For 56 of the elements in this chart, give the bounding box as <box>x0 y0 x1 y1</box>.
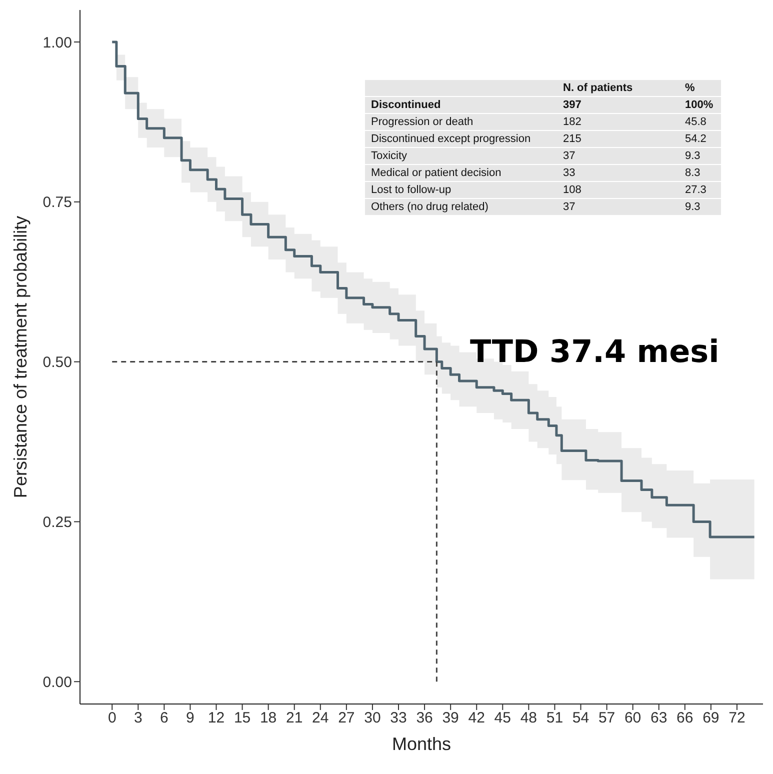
y-tick-label: 0.25 <box>42 514 72 532</box>
y-tick-label: 0.50 <box>42 354 72 372</box>
annotation: 9.3 <box>684 200 702 215</box>
annotation: Toxicity <box>370 149 408 164</box>
x-tick-label: 63 <box>650 710 668 727</box>
x-tick-label: 0 <box>108 710 116 727</box>
x-tick-label: 42 <box>468 710 485 727</box>
y-axis-title: Persistance of treatment probability <box>10 216 30 498</box>
annotation: Others (no drug related) <box>370 200 490 215</box>
x-axis-title: Months <box>392 734 452 754</box>
annotation: 33 <box>562 166 576 181</box>
x-tick-label: 30 <box>364 710 381 727</box>
annotation: N. of patients <box>562 81 634 96</box>
annotation: Discontinued except progression <box>370 132 532 147</box>
annotation: 8.3 <box>684 166 702 181</box>
x-tick-label: 60 <box>624 710 642 727</box>
x-tick-label: 51 <box>546 710 564 727</box>
x-tick-label: 18 <box>260 710 277 727</box>
annotation: 9.3 <box>684 149 702 164</box>
annotation: Progression or death <box>370 115 474 130</box>
annotation: 27.3 <box>684 183 708 198</box>
x-tick-label: 57 <box>598 710 616 727</box>
x-tick-label: 72 <box>728 710 746 727</box>
x-tick-label: 48 <box>520 710 538 727</box>
annotation: 37 <box>562 200 576 215</box>
annotation: 215 <box>562 132 582 147</box>
annotation: Lost to follow-up <box>370 183 452 198</box>
annotation: Medical or patient decision <box>370 166 502 181</box>
y-tick-label: 1.00 <box>42 34 72 52</box>
x-tick-label: 3 <box>134 710 142 727</box>
x-tick-label: 27 <box>338 710 355 727</box>
annotation: 54.2 <box>684 132 708 147</box>
x-tick-label: 6 <box>160 710 168 727</box>
annotation: 108 <box>562 183 582 198</box>
annotation: 45.8 <box>684 115 708 130</box>
annotation: 397 <box>562 98 582 113</box>
x-tick-label: 36 <box>416 710 433 727</box>
x-tick-label: 33 <box>390 710 407 727</box>
x-tick-label: 39 <box>442 710 459 727</box>
x-tick-label: 54 <box>572 710 590 727</box>
x-tick-label: 66 <box>676 710 694 727</box>
x-tick-label: 24 <box>312 710 329 727</box>
x-tick-label: 45 <box>494 710 511 727</box>
y-tick-label: 0.75 <box>42 194 72 212</box>
annotation: 37 <box>562 149 576 164</box>
y-tick-label: 0.00 <box>42 674 72 691</box>
annotation: Discontinued <box>370 98 442 113</box>
x-tick-label: 69 <box>702 710 720 727</box>
annotation: 182 <box>562 115 582 130</box>
x-tick-label: 12 <box>208 710 225 727</box>
x-tick-label: 15 <box>234 710 251 727</box>
annotation: % <box>684 81 696 96</box>
annotation: 100% <box>684 98 714 113</box>
x-tick-label: 9 <box>186 710 194 727</box>
annotation: TTD 37.4 mesi <box>470 334 720 370</box>
x-tick-label: 21 <box>286 710 303 727</box>
